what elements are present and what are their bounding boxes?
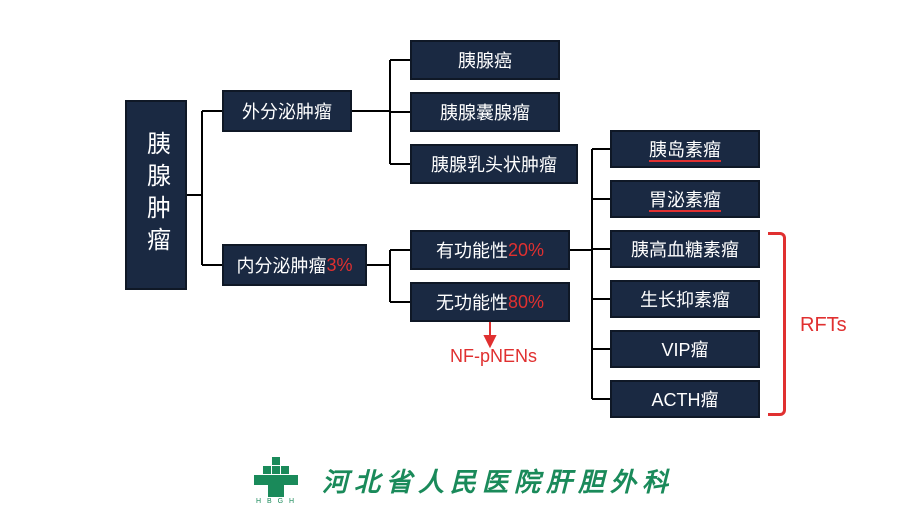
annotation-nfpnens: NF-pNENs (450, 346, 537, 367)
node-endocrine: 内分泌肿瘤3% (222, 244, 367, 286)
node-pancreatic-cancer: 胰腺癌 (410, 40, 560, 80)
label-pct: 20% (508, 240, 544, 261)
footer: H B G H 河北省人民医院肝胆外科 (246, 455, 674, 505)
label: VIP瘤 (661, 336, 708, 362)
label-prefix: 无功能性 (436, 289, 508, 315)
rfts-bracket (768, 232, 786, 416)
node-nonfunctional: 无功能性80% (410, 282, 570, 322)
label: 胰腺囊腺瘤 (440, 99, 530, 125)
node-somatostatinoma: 生长抑素瘤 (610, 280, 760, 318)
node-exocrine: 外分泌肿瘤 (222, 90, 352, 132)
label: 胰腺癌 (458, 47, 512, 73)
label: 胰岛素瘤 (649, 136, 721, 162)
node-endocrine-prefix: 内分泌肿瘤 (236, 252, 326, 278)
svg-text:H B G H: H B G H (256, 498, 296, 505)
node-functional: 有功能性20% (410, 230, 570, 270)
label: 胰腺乳头状肿瘤 (431, 151, 557, 177)
root-node: 胰腺肿瘤 (125, 100, 187, 290)
node-exocrine-label: 外分泌肿瘤 (242, 98, 332, 124)
label: ACTH瘤 (652, 386, 719, 412)
label: 胃泌素瘤 (649, 186, 721, 212)
node-cystadenoma: 胰腺囊腺瘤 (410, 92, 560, 132)
node-endocrine-pct: 3% (326, 255, 352, 276)
hospital-logo-icon: H B G H (246, 455, 306, 505)
node-acthoma: ACTH瘤 (610, 380, 760, 418)
footer-org-name: 河北省人民医院肝胆外科 (322, 462, 674, 499)
rfts-label: RFTs (800, 314, 847, 337)
node-papillary: 胰腺乳头状肿瘤 (410, 144, 578, 184)
root-label: 胰腺肿瘤 (139, 131, 174, 259)
label-pct: 80% (508, 292, 544, 313)
label-prefix: 有功能性 (436, 237, 508, 263)
node-vipoma: VIP瘤 (610, 330, 760, 368)
label: 生长抑素瘤 (640, 286, 730, 312)
annotation-text: NF-pNENs (450, 346, 537, 366)
node-gastrinoma: 胃泌素瘤 (610, 180, 760, 218)
node-glucagonoma: 胰高血糖素瘤 (610, 230, 760, 268)
node-insulinoma: 胰岛素瘤 (610, 130, 760, 168)
rfts-text: RFTs (800, 314, 847, 336)
label: 胰高血糖素瘤 (631, 236, 739, 262)
